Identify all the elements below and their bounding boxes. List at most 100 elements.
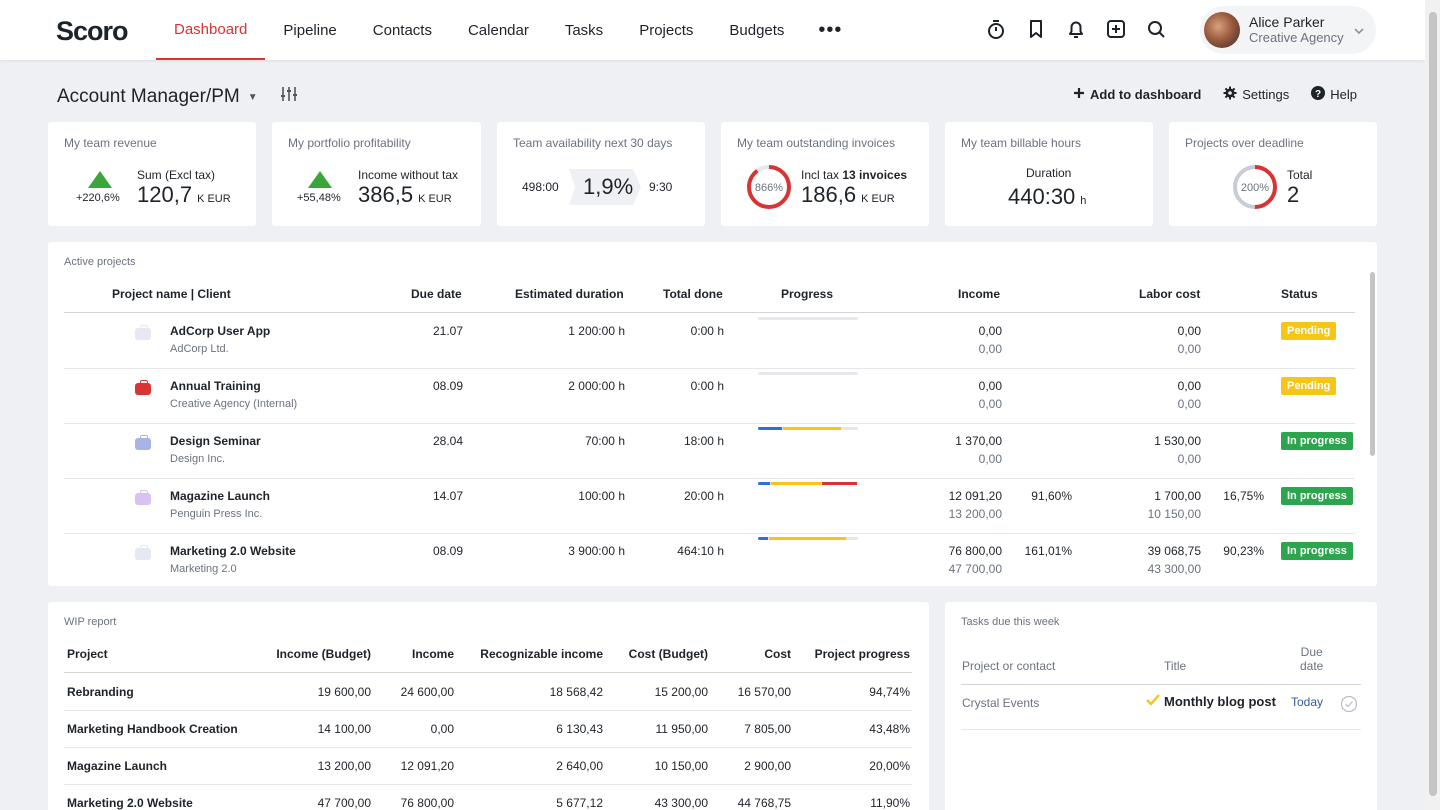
col-total-done[interactable]: Total done bbox=[663, 287, 723, 301]
nav-contacts[interactable]: Contacts bbox=[372, 21, 432, 39]
wip-income: 12 091,20 bbox=[400, 759, 454, 773]
wip-project-name[interactable]: Marketing 2.0 Website bbox=[67, 796, 193, 810]
nav-dashboard[interactable]: Dashboard bbox=[156, 0, 266, 60]
add-new-icon[interactable] bbox=[1106, 18, 1126, 40]
progress-segment bbox=[758, 482, 770, 485]
bookmark-icon[interactable] bbox=[1026, 18, 1046, 40]
col-progress[interactable]: Progress bbox=[781, 287, 834, 301]
nav-pipeline[interactable]: Pipeline bbox=[283, 21, 337, 39]
wip-col-recognizable-income[interactable]: Recognizable income bbox=[480, 647, 603, 661]
page-scroll-thumb[interactable] bbox=[1429, 12, 1437, 796]
search-icon[interactable] bbox=[1146, 18, 1166, 40]
trend-up-icon bbox=[308, 171, 332, 188]
project-client[interactable]: AdCorp Ltd. bbox=[170, 343, 229, 355]
labor-cost: 0,00 bbox=[1177, 379, 1201, 393]
project-client[interactable]: Design Inc. bbox=[170, 453, 226, 465]
col-estimated-duration[interactable]: Estimated duration bbox=[515, 287, 624, 301]
income: 0,00 bbox=[978, 379, 1002, 393]
kpi-title: Projects over deadline bbox=[1185, 136, 1304, 150]
wip-col-project[interactable]: Project bbox=[67, 647, 108, 661]
status-badge[interactable]: Pending bbox=[1281, 377, 1337, 395]
kpi-billable-hours[interactable]: My team billable hours Duration 440:30 h bbox=[945, 122, 1153, 226]
project-name[interactable]: AdCorp User App bbox=[170, 324, 271, 338]
wip-cost: 16 570,00 bbox=[737, 685, 791, 699]
wip-cost-budget: 15 200,00 bbox=[654, 685, 708, 699]
complete-task-icon[interactable] bbox=[1340, 695, 1358, 716]
status-badge[interactable]: In progress bbox=[1281, 432, 1353, 450]
status-badge[interactable]: Pending bbox=[1281, 322, 1337, 340]
project-client[interactable]: Creative Agency (Internal) bbox=[170, 398, 298, 410]
kpi-value: 386,5 K EUR bbox=[358, 182, 452, 207]
kpi-team-revenue[interactable]: My team revenue +220,6% Sum (Excl tax) 1… bbox=[48, 122, 256, 226]
col-status[interactable]: Status bbox=[1281, 287, 1318, 301]
status-badge[interactable]: In progress bbox=[1281, 542, 1353, 560]
nav-more-button[interactable]: ••• bbox=[818, 18, 843, 41]
wip-col-income-budget[interactable]: Income (Budget) bbox=[276, 647, 371, 661]
project-name[interactable]: Annual Training bbox=[170, 379, 261, 393]
task-col-title[interactable]: Title bbox=[1164, 659, 1187, 673]
settings-label: Settings bbox=[1242, 87, 1290, 102]
kpi-team-availability[interactable]: Team availability next 30 days 498:00 1,… bbox=[497, 122, 705, 226]
wip-col-cost-budget[interactable]: Cost (Budget) bbox=[628, 647, 708, 661]
settings-button[interactable]: Settings bbox=[1223, 86, 1289, 103]
project-name[interactable]: Marketing 2.0 Website bbox=[170, 544, 296, 558]
project-client[interactable]: Marketing 2.0 bbox=[170, 563, 237, 575]
kpi-portfolio-profitability[interactable]: My portfolio profitability +55,48% Incom… bbox=[272, 122, 481, 226]
nav-budgets[interactable]: Budgets bbox=[729, 21, 785, 39]
progress-segment bbox=[783, 427, 841, 430]
kpi-projects-over-deadline[interactable]: Projects over deadline 200% Total 2 bbox=[1169, 122, 1377, 226]
project-client[interactable]: Penguin Press Inc. bbox=[170, 508, 263, 520]
wip-cost-budget: 11 950,00 bbox=[655, 722, 709, 736]
total-done: 20:00 h bbox=[683, 489, 724, 503]
col-labor-cost[interactable]: Labor cost bbox=[1139, 287, 1201, 301]
project-name[interactable]: Design Seminar bbox=[170, 434, 261, 448]
wip-income-budget: 19 600,00 bbox=[317, 685, 371, 699]
wip-project-name[interactable]: Magazine Launch bbox=[67, 759, 168, 773]
dashboard-selector[interactable]: Account Manager/PM ▼ bbox=[57, 86, 298, 108]
wip-project-name[interactable]: Marketing Handbook Creation bbox=[67, 722, 238, 736]
status-badge[interactable]: In progress bbox=[1281, 487, 1353, 505]
kpi-value: 2 bbox=[1287, 182, 1300, 207]
wip-col-cost[interactable]: Cost bbox=[764, 647, 791, 661]
col-due-date[interactable]: Due date bbox=[411, 287, 462, 301]
wip-col-project-progress[interactable]: Project progress bbox=[814, 647, 910, 661]
progress-bar bbox=[758, 372, 858, 375]
nav-calendar[interactable]: Calendar bbox=[467, 21, 529, 39]
labor-percent: 16,75% bbox=[1223, 489, 1264, 503]
kpi-outstanding-invoices[interactable]: My team outstanding invoices 866% Incl t… bbox=[721, 122, 929, 226]
section-title: Active projects bbox=[64, 256, 136, 268]
progress-bar bbox=[758, 537, 858, 540]
help-button[interactable]: ? Help bbox=[1311, 86, 1357, 103]
wip-project-name[interactable]: Rebranding bbox=[67, 685, 134, 699]
wip-recognizable-income: 6 130,43 bbox=[556, 722, 603, 736]
help-icon: ? bbox=[1311, 86, 1326, 103]
user-name: Alice Parker bbox=[1249, 14, 1325, 30]
svg-text:866%: 866% bbox=[755, 182, 783, 194]
sliders-icon[interactable] bbox=[280, 86, 298, 108]
kpi-change: +220,6% bbox=[76, 192, 120, 204]
col-project-name[interactable]: Project name | Client bbox=[112, 287, 231, 301]
task-col-due-date[interactable]: Due date bbox=[1300, 645, 1324, 673]
task-contact[interactable]: Crystal Events bbox=[962, 696, 1040, 710]
availability-left: 498:00 bbox=[522, 180, 559, 194]
user-menu[interactable]: Alice Parker Creative Agency bbox=[1200, 6, 1376, 54]
nav-tasks[interactable]: Tasks bbox=[564, 21, 604, 39]
project-name[interactable]: Magazine Launch bbox=[170, 489, 271, 503]
due-date: 08.09 bbox=[432, 544, 463, 558]
add-to-dashboard-button[interactable]: Add to dashboard bbox=[1073, 86, 1201, 103]
kpi-label: Duration bbox=[1026, 166, 1072, 180]
timer-icon[interactable] bbox=[986, 18, 1006, 40]
wip-project-progress: 11,90% bbox=[870, 796, 910, 810]
task-col-contact[interactable]: Project or contact bbox=[962, 659, 1056, 673]
scoro-logo[interactable]: Scoro bbox=[56, 16, 129, 46]
bell-icon[interactable] bbox=[1066, 18, 1086, 40]
wip-col-income[interactable]: Income bbox=[411, 647, 454, 661]
col-income[interactable]: Income bbox=[958, 287, 1001, 301]
nav-projects[interactable]: Projects bbox=[639, 21, 694, 39]
labor-cost-budget: 43 300,00 bbox=[1147, 562, 1201, 576]
task-title[interactable]: Monthly blog post bbox=[1164, 694, 1276, 709]
wip-report-widget: WIP report Project Income (Budget) Incom… bbox=[48, 602, 929, 810]
projects-scrollbar[interactable] bbox=[1370, 272, 1375, 456]
income: 12 091,20 bbox=[948, 489, 1002, 503]
gear-icon bbox=[1223, 86, 1237, 103]
